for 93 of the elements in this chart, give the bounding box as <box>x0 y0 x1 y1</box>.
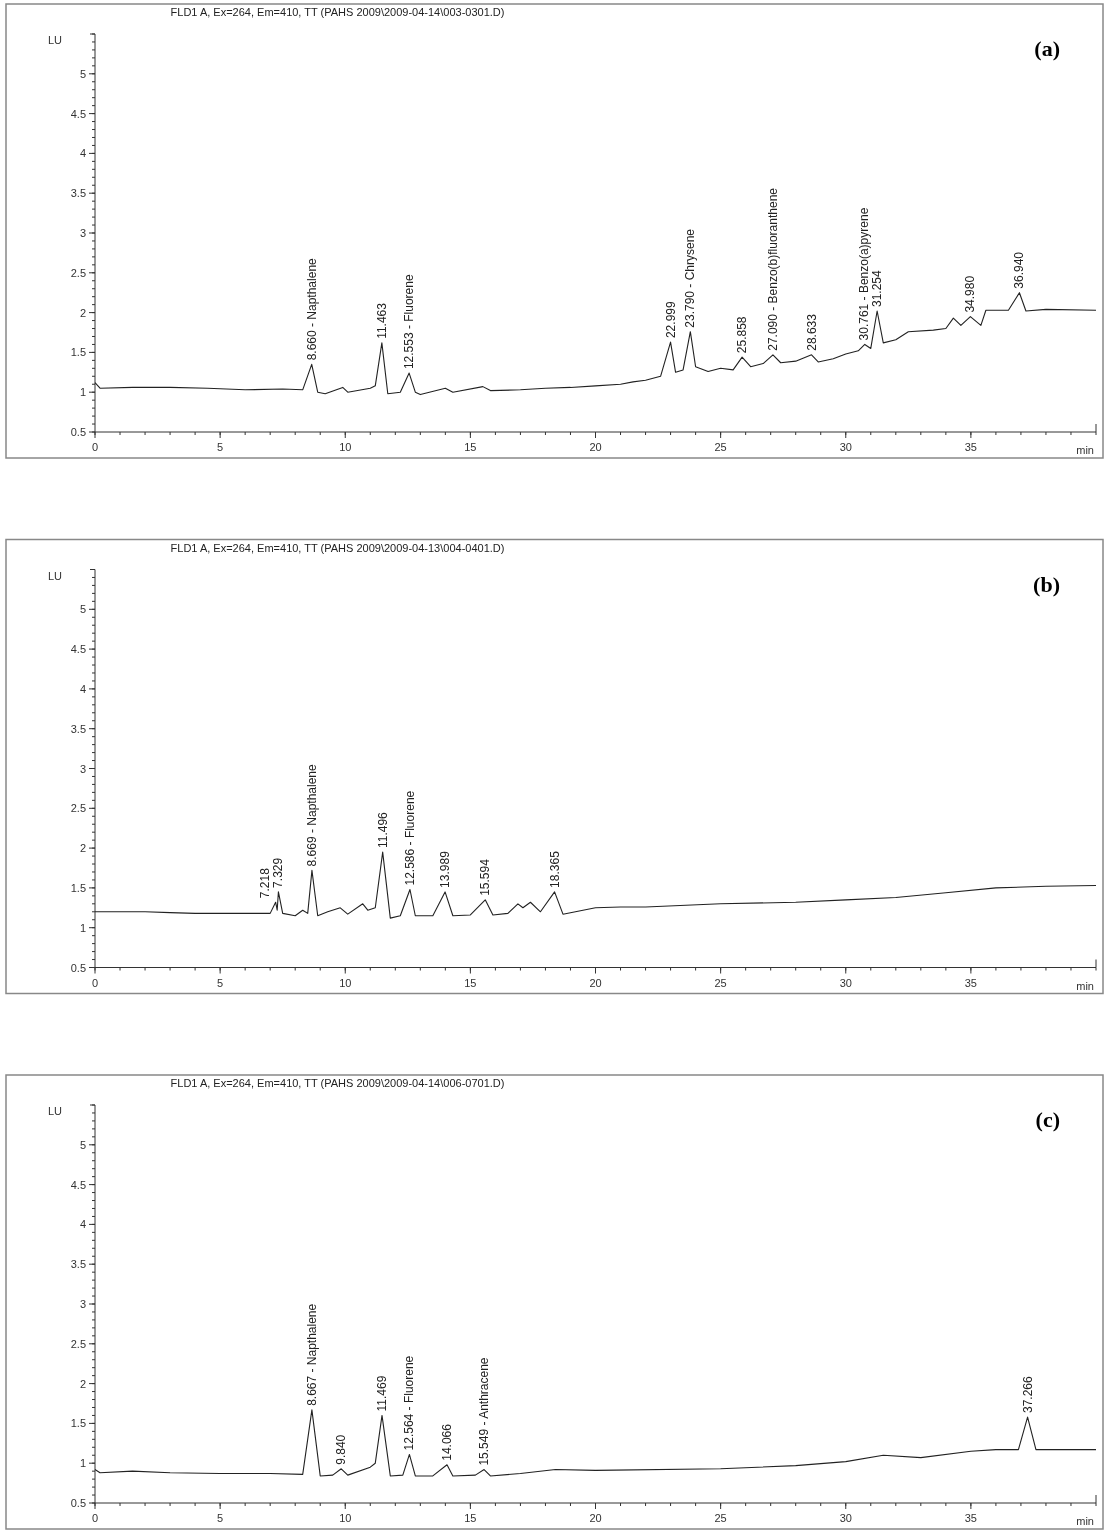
x-tick-label: 20 <box>589 1512 602 1524</box>
annotation: 28.633 <box>804 313 819 351</box>
annotation: (c) <box>1035 1107 1060 1132</box>
x-tick-label: 30 <box>839 441 852 453</box>
x-tick-label: 35 <box>964 441 977 453</box>
x-tick-label: 0 <box>91 1512 99 1524</box>
annotation: 11.496 <box>375 811 390 849</box>
y-tick-label: 1.5 <box>70 881 86 894</box>
x-tick-label: 0 <box>91 976 99 989</box>
y-tick-label: 3 <box>79 762 86 775</box>
annotation: 8.667 - Napthalene <box>304 1303 319 1406</box>
y-tick-label: 0.5 <box>70 961 86 974</box>
y-tick-label: 1 <box>79 1457 86 1470</box>
annotation: 23.790 - Chrysene <box>683 228 698 328</box>
annotation: (a) <box>1034 36 1060 61</box>
y-tick-label: 4 <box>79 147 86 160</box>
y-tick-label: 2 <box>79 842 86 855</box>
annotation: 12.553 - Fluorene <box>402 274 417 370</box>
y-axis-title: LU <box>48 569 63 582</box>
y-tick-label: 3.5 <box>70 722 86 735</box>
x-tick-label: 20 <box>589 441 602 453</box>
annotation: 7.218 <box>258 867 273 899</box>
x-tick-label: 25 <box>714 441 727 453</box>
x-tick-label: 35 <box>964 976 977 989</box>
annotation: 25.858 <box>735 316 750 354</box>
y-axis-title: LU <box>48 1105 63 1117</box>
annotation: 8.660 - Napthalene <box>304 257 319 361</box>
x-tick-label: 5 <box>217 976 224 989</box>
x-tick-label: 5 <box>217 1512 224 1524</box>
annotation: 22.999 <box>663 301 678 339</box>
annotation: 15.549 - Anthracene <box>477 1357 492 1466</box>
annotation: 9.840 <box>334 1434 349 1465</box>
x-tick-label: 30 <box>839 1512 852 1524</box>
x-tick-label: 5 <box>217 441 224 453</box>
y-tick-label: 1.5 <box>70 346 86 359</box>
y-tick-label: 4.5 <box>70 643 86 656</box>
annotation: 14.066 <box>440 1423 454 1461</box>
y-tick-label: 3 <box>79 227 86 239</box>
annotation: 27.090 - Benzo(b)fluoranthene <box>765 187 780 351</box>
y-tick-label: 4.5 <box>70 1178 86 1191</box>
annotation: 31.254 <box>870 269 885 308</box>
y-tick-label: 3.5 <box>70 1258 86 1271</box>
y-tick-label: 0.5 <box>70 1497 86 1509</box>
y-tick-label: 2 <box>79 306 86 319</box>
x-tick-label: 10 <box>339 441 352 453</box>
y-tick-label: 5 <box>79 67 86 80</box>
x-tick-label: 10 <box>339 976 352 989</box>
annotation: 11.469 <box>375 1375 390 1412</box>
annotation: 11.463 <box>374 302 389 339</box>
annotation: 8.669 - Napthalene <box>304 763 319 867</box>
annotation: 30.761 - Benzo(a)pyrene <box>857 207 872 341</box>
y-tick-label: 2.5 <box>70 266 86 279</box>
x-tick-label: 25 <box>714 976 727 989</box>
chart-title: FLD1 A, Ex=264, Em=410, TT (PAHS 2009\2009-04-14\003-0301.D) <box>170 6 505 18</box>
y-tick-label: 3 <box>79 1298 86 1310</box>
x-tick-label: 15 <box>464 1512 477 1524</box>
x-tick-label: 25 <box>714 1512 727 1524</box>
annotation: 37.266 <box>1020 1376 1035 1414</box>
x-tick-label: 10 <box>339 1512 352 1524</box>
x-tick-label: 35 <box>964 1512 977 1524</box>
annotation: 34.980 <box>963 275 978 313</box>
x-tick-label: 15 <box>464 441 477 453</box>
y-tick-label: 1 <box>79 921 86 934</box>
y-tick-label: 1.5 <box>70 1417 86 1430</box>
y-tick-label: 4 <box>79 1218 86 1231</box>
x-tick-label: 30 <box>839 976 852 989</box>
y-tick-label: 4 <box>79 682 86 695</box>
annotation: 13.989 <box>438 850 453 888</box>
annotation: 12.564 - Fluorene <box>402 1355 417 1451</box>
x-tick-label: 20 <box>589 976 602 989</box>
y-tick-label: 5 <box>79 603 86 616</box>
chart-title: FLD1 A, Ex=264, Em=410, TT (PAHS 2009\2009-04-14\006-0701.D) <box>170 1077 505 1089</box>
chart-title: FLD1 A, Ex=264, Em=410, TT (PAHS 2009\2009-04-13\004-0401.D) <box>170 541 505 554</box>
annotation: 15.594 <box>478 858 493 896</box>
x-tick-label: 0 <box>91 441 99 453</box>
annotation: (b) <box>1033 571 1060 597</box>
y-tick-label: 2 <box>79 1377 86 1390</box>
x-axis-title: min <box>1076 979 1094 992</box>
annotation: 18.365 <box>547 850 562 888</box>
x-axis-title: min <box>1076 444 1094 456</box>
y-tick-label: 3.5 <box>70 187 86 200</box>
y-axis-title: LU <box>48 34 63 46</box>
y-tick-label: 4.5 <box>70 107 86 120</box>
x-axis-title: min <box>1076 1515 1094 1527</box>
y-tick-label: 2.5 <box>70 1337 86 1350</box>
y-tick-label: 5 <box>79 1138 86 1151</box>
annotation: 36.940 <box>1012 251 1027 289</box>
annotation: 12.586 - Fluorene <box>402 790 417 886</box>
x-tick-label: 15 <box>464 976 477 989</box>
y-tick-label: 2.5 <box>70 802 86 815</box>
y-tick-label: 0.5 <box>70 426 86 438</box>
y-tick-label: 1 <box>79 386 86 399</box>
annotation: 7.329 <box>271 857 286 888</box>
